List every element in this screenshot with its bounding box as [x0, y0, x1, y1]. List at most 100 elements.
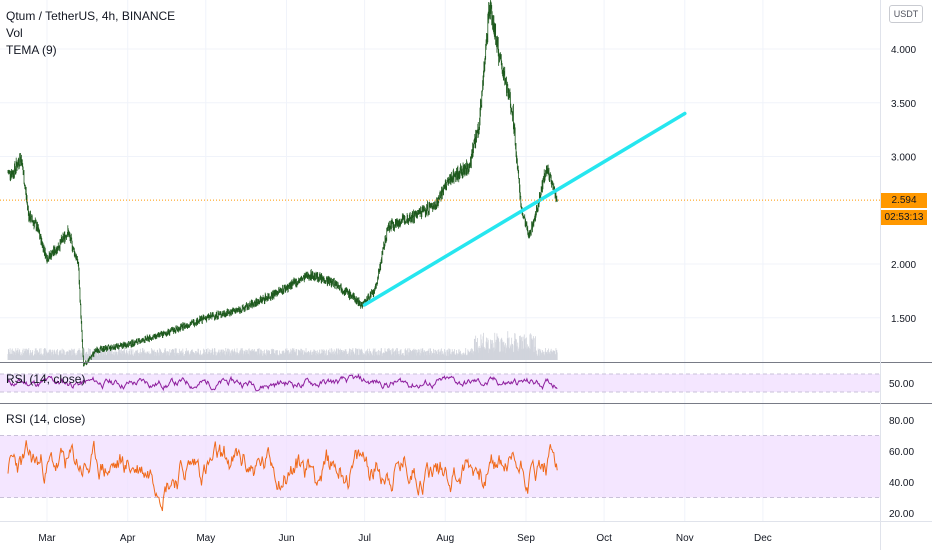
rsi1-tick-label: 50.00	[889, 379, 914, 390]
volume-bar	[509, 346, 511, 360]
volume-bar	[406, 354, 408, 360]
volume-bar	[300, 348, 302, 360]
volume-bar	[440, 348, 442, 360]
trendline[interactable]	[362, 111, 687, 307]
volume-bar	[309, 352, 310, 360]
volume-bar	[278, 355, 280, 360]
volume-bar	[224, 355, 226, 360]
volume-bar	[66, 351, 68, 360]
volume-bar	[509, 348, 510, 360]
volume-bar	[102, 350, 103, 360]
volume-bar	[421, 350, 422, 360]
volume-bar	[326, 355, 328, 360]
volume-bar	[8, 354, 10, 360]
volume-bar	[235, 352, 237, 360]
volume-bar	[454, 354, 456, 360]
symbol-title[interactable]: Qtum / TetherUS, 4h, BINANCE	[6, 9, 176, 23]
volume-bar	[228, 351, 230, 360]
volume-bar	[152, 349, 153, 360]
volume-bar	[506, 347, 507, 360]
volume-bar	[477, 349, 479, 360]
volume-bar	[78, 350, 80, 360]
volume-bar	[555, 350, 557, 360]
volume-bar	[352, 351, 354, 360]
volume-bar	[416, 352, 418, 360]
volume-bar	[542, 354, 544, 360]
volume-bar	[275, 350, 277, 360]
volume-bar	[323, 355, 325, 360]
volume-bar	[43, 353, 44, 360]
volume-bar	[271, 353, 273, 360]
volume-bar	[548, 353, 550, 360]
volume-bar	[344, 349, 346, 360]
volume-bar	[61, 348, 63, 360]
volume-bar	[73, 349, 74, 360]
volume-bar	[320, 353, 322, 360]
volume-bar	[548, 348, 549, 360]
volume-bar	[487, 340, 489, 360]
volume-bar	[188, 350, 189, 360]
volume-bar	[349, 349, 351, 360]
volume-bar	[432, 352, 434, 360]
volume-bar	[139, 351, 141, 360]
volume-bar	[174, 348, 176, 360]
volume-bar	[424, 350, 425, 360]
time-axis[interactable]: Mar Apr May Jun Jul Aug Sep Oct Nov Dec	[38, 533, 771, 544]
volume-bar	[278, 355, 280, 360]
volume-bar	[72, 349, 73, 360]
volume-bar	[539, 351, 541, 360]
volume-bar	[332, 354, 334, 360]
volume-bar	[86, 353, 88, 360]
volume-bar	[79, 349, 80, 360]
volume-bar	[379, 350, 381, 360]
currency-unit-badge[interactable]: USDT	[889, 5, 923, 23]
volume-bar	[450, 354, 452, 360]
volume-bar	[100, 351, 102, 360]
time-tick-label: Jun	[278, 533, 294, 544]
volume-bar	[469, 352, 470, 360]
volume-bar	[251, 351, 253, 360]
tema-legend[interactable]: TEMA (9)	[6, 43, 57, 57]
price-tick-label: 4.000	[891, 45, 916, 56]
volume-bar	[455, 353, 457, 360]
volume-bar	[478, 345, 480, 360]
volume-bar	[395, 349, 396, 360]
price-axis[interactable]: 4.000 3.500 3.000 2.000 1.500 50.00 80.00 60.00…	[889, 45, 916, 520]
volume-bar	[331, 348, 333, 360]
volume-bar	[423, 350, 425, 360]
volume-bar	[375, 351, 377, 360]
volume-bar	[126, 353, 128, 360]
volume-bar	[484, 348, 486, 360]
volume-bar	[389, 352, 391, 360]
volume-bar	[296, 348, 297, 360]
rsi-legend-1[interactable]: RSI (14, close)	[6, 372, 86, 386]
volume-bar	[348, 353, 349, 360]
volume-bar	[122, 355, 123, 360]
rsi-legend-2[interactable]: RSI (14, close)	[6, 412, 86, 426]
volume-legend[interactable]: Vol	[6, 26, 23, 40]
volume-bar	[488, 353, 490, 360]
volume-bar	[508, 337, 510, 360]
volume-bar	[321, 353, 323, 360]
volume-bar	[254, 351, 256, 360]
volume-bar	[276, 350, 278, 360]
volume-bar	[76, 350, 78, 360]
volume-bar	[124, 348, 126, 360]
volume-bar	[531, 338, 533, 360]
volume-bar	[211, 353, 212, 360]
volume-bar	[392, 348, 394, 360]
volume-bar	[99, 354, 101, 360]
volume-bar	[154, 355, 156, 360]
volume-bar	[327, 351, 329, 360]
volume-bar	[18, 353, 20, 360]
volume-bar	[294, 352, 296, 360]
volume-bar	[385, 352, 387, 360]
volume-bar	[130, 348, 132, 360]
volume-bar	[197, 352, 198, 360]
volume-bar	[381, 355, 383, 360]
volume-bar	[270, 348, 272, 360]
volume-bar	[313, 353, 314, 360]
volume-bar	[220, 355, 221, 360]
volume-bar	[372, 348, 374, 360]
